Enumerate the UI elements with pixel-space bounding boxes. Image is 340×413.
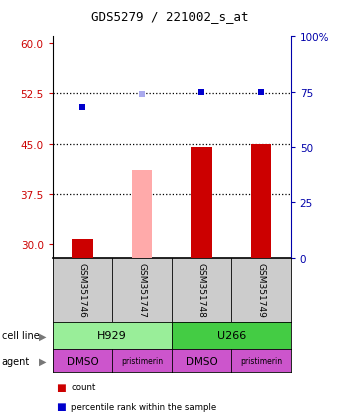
Bar — [132, 171, 152, 258]
Text: GSM351749: GSM351749 — [256, 263, 266, 318]
Text: ■: ■ — [56, 401, 66, 411]
Text: agent: agent — [2, 356, 30, 366]
Text: U266: U266 — [217, 330, 246, 341]
Text: count: count — [71, 382, 96, 391]
Text: H929: H929 — [97, 330, 127, 341]
Text: ■: ■ — [56, 382, 66, 392]
Text: ▶: ▶ — [39, 356, 46, 366]
Text: GSM351746: GSM351746 — [78, 263, 87, 318]
Text: ▶: ▶ — [39, 330, 46, 341]
Text: cell line: cell line — [2, 330, 39, 341]
Text: GSM351748: GSM351748 — [197, 263, 206, 318]
Bar — [72, 240, 93, 258]
Text: pristimerin: pristimerin — [121, 356, 163, 365]
Bar — [191, 148, 212, 258]
Text: percentile rank within the sample: percentile rank within the sample — [71, 402, 217, 411]
Text: DMSO: DMSO — [186, 356, 217, 366]
Text: DMSO: DMSO — [67, 356, 98, 366]
Text: GSM351747: GSM351747 — [137, 263, 147, 318]
Bar — [251, 144, 271, 258]
Text: GDS5279 / 221002_s_at: GDS5279 / 221002_s_at — [91, 10, 249, 23]
Text: pristimerin: pristimerin — [240, 356, 282, 365]
